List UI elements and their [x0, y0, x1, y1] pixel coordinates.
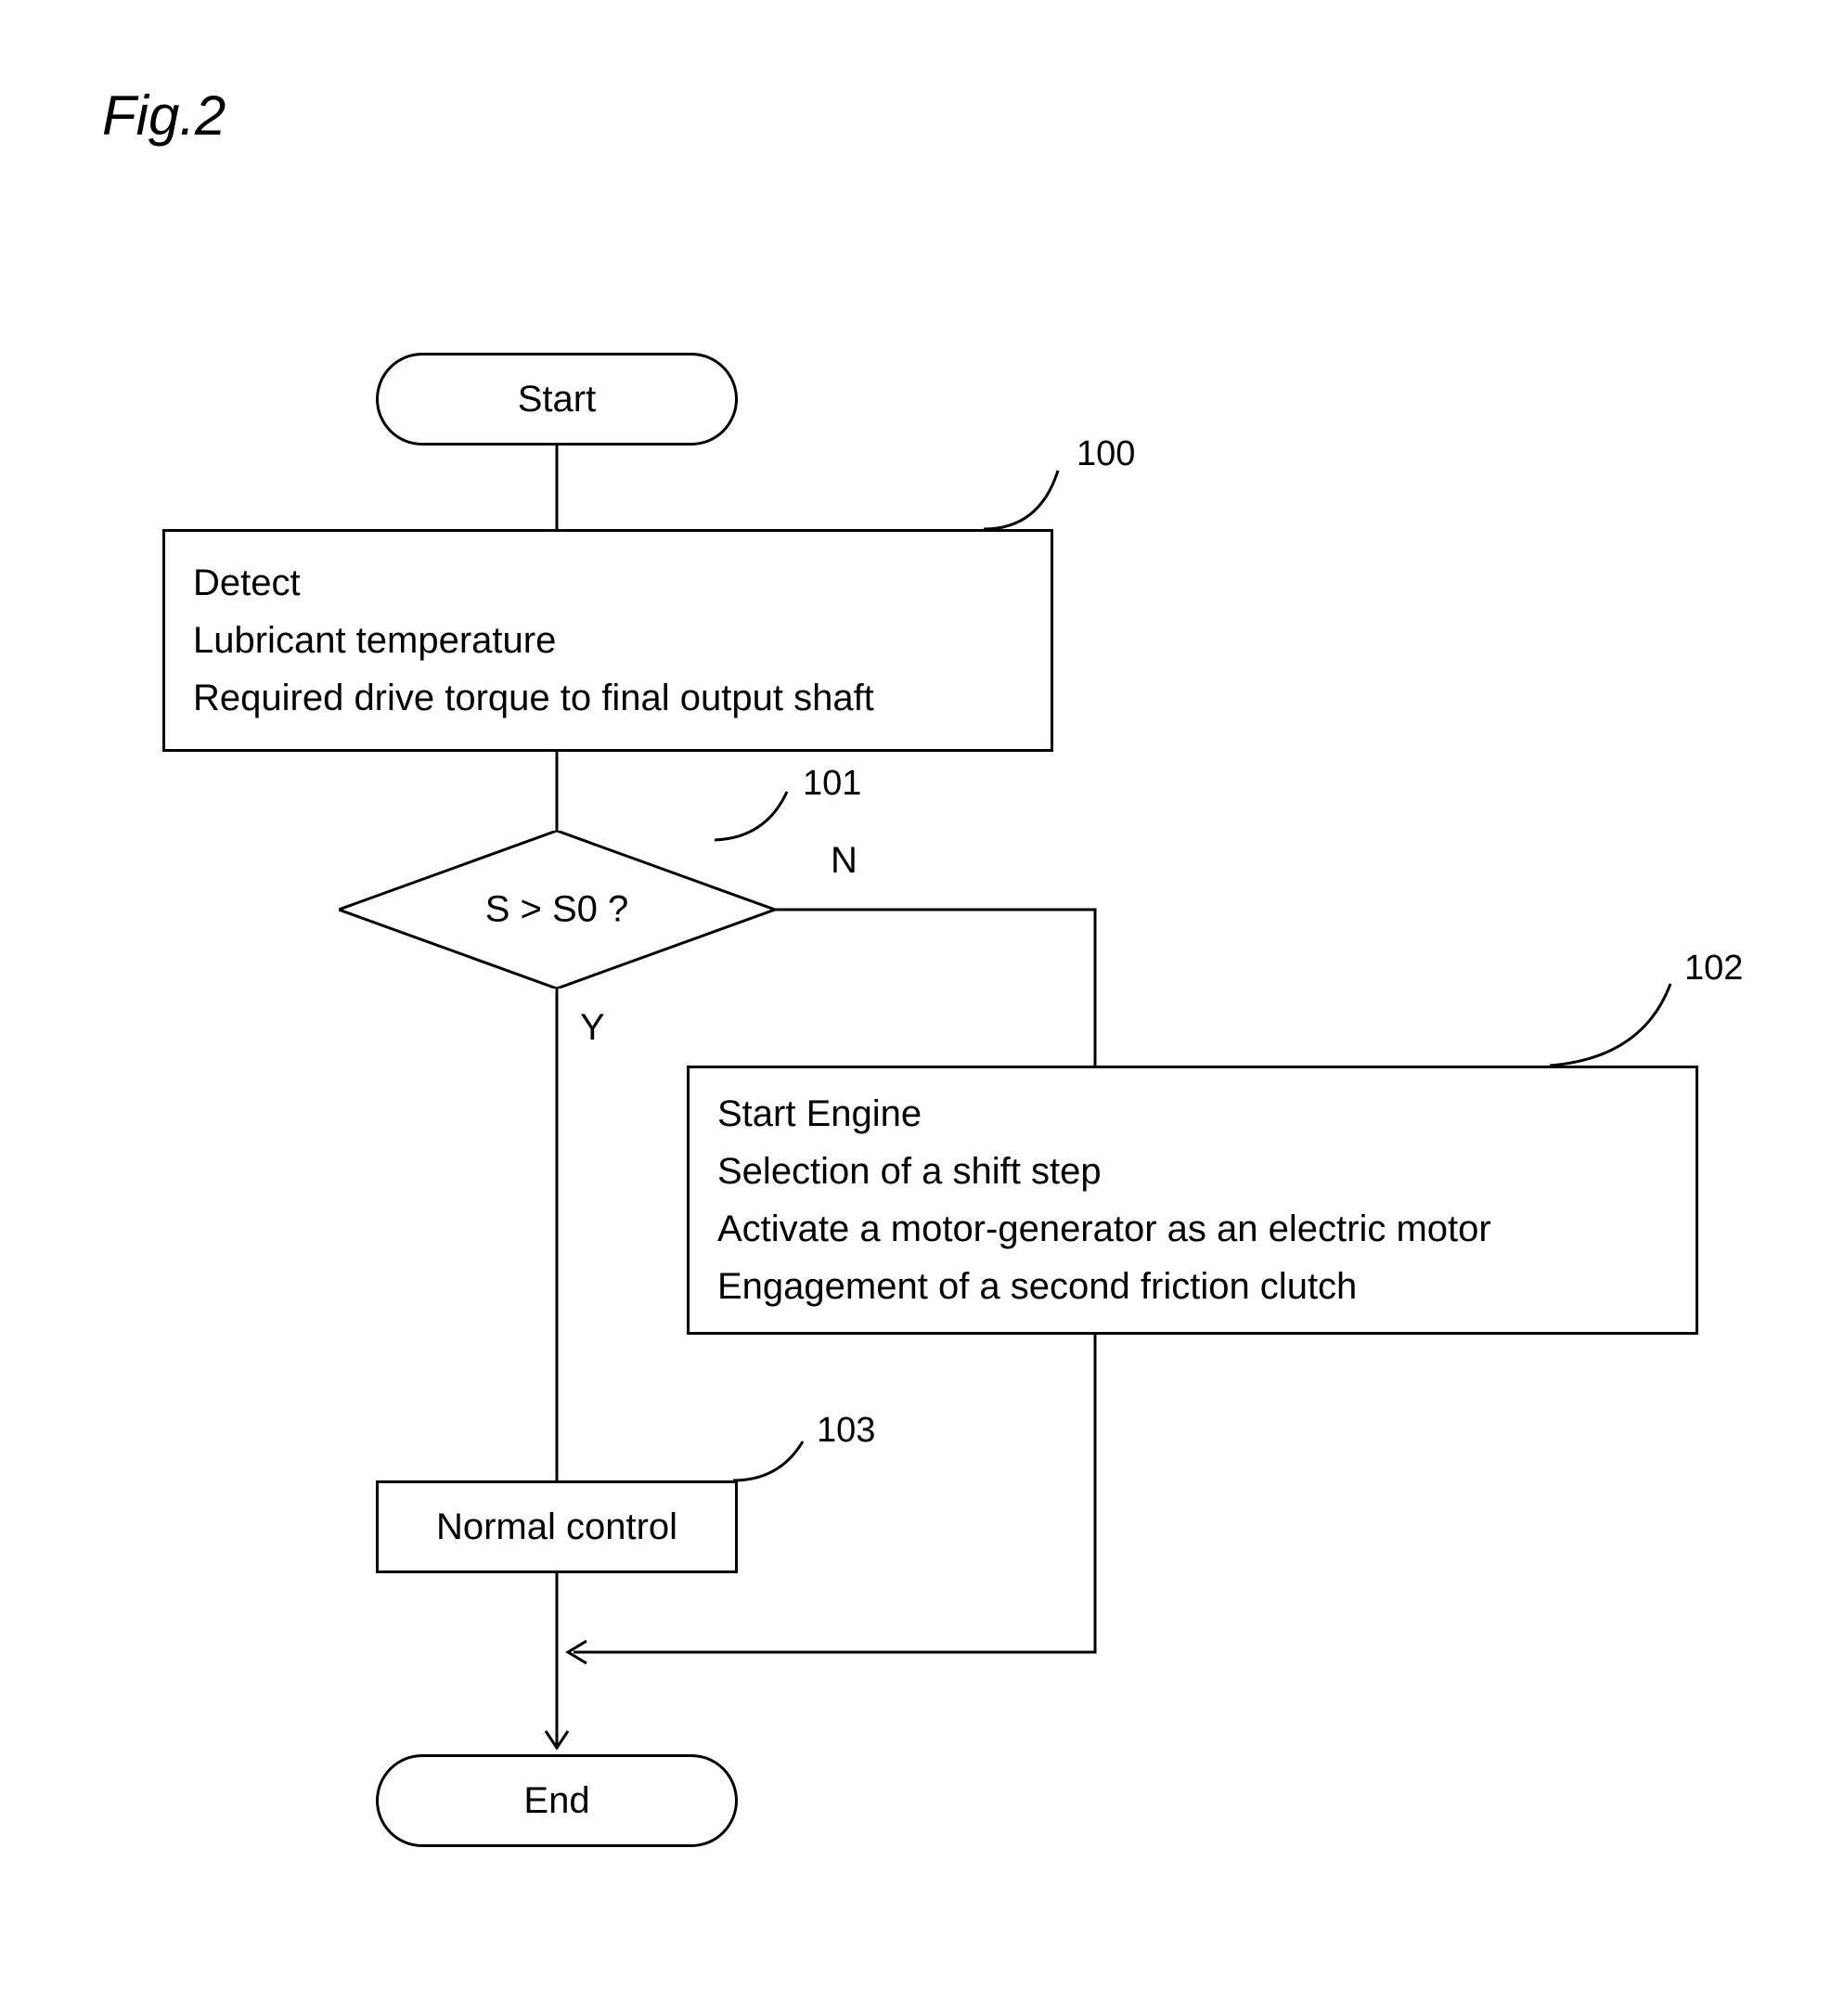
coldstart-line-0: Start Engine — [717, 1085, 1668, 1143]
coldstart-line-1: Selection of a shift step — [717, 1143, 1668, 1200]
ref-102: 102 — [1684, 949, 1743, 989]
no-label: N — [831, 840, 858, 882]
ref-curve-102 — [1550, 975, 1698, 1067]
coldstart-line-3: Engagement of a second friction clutch — [717, 1258, 1668, 1315]
detect-node: Detect Lubricant temperature Required dr… — [162, 529, 1053, 752]
connector-coldstart-merge — [557, 1335, 1104, 1669]
figure-label: Fig.2 — [102, 84, 226, 148]
connector-start-detect — [557, 446, 566, 529]
ref-100: 100 — [1077, 434, 1135, 474]
detect-line-2: Required drive torque to final output sh… — [193, 669, 1023, 727]
yes-label: Y — [580, 1007, 605, 1049]
end-label: End — [523, 1780, 589, 1822]
connector-decision-coldstart — [775, 910, 1128, 1067]
detect-line-0: Detect — [193, 554, 1023, 612]
coldstart-node: Start Engine Selection of a shift step A… — [687, 1066, 1698, 1335]
connector-detect-decision — [557, 752, 566, 831]
ref-101: 101 — [803, 764, 861, 804]
end-node: End — [376, 1754, 738, 1847]
decision-label: S > S0 ? — [485, 889, 629, 931]
coldstart-line-2: Activate a motor-generator as an electri… — [717, 1200, 1668, 1258]
decision-node: S > S0 ? — [339, 831, 775, 989]
start-label: Start — [518, 379, 596, 420]
ref-curve-101 — [715, 784, 817, 845]
start-node: Start — [376, 353, 738, 446]
detect-line-1: Lubricant temperature — [193, 612, 1023, 669]
